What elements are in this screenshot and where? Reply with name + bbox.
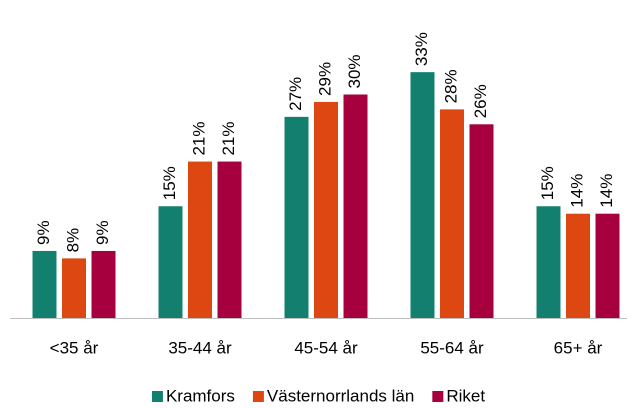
bar [217,161,242,318]
data-label: 15% [538,166,557,200]
x-tick-label: 55-64 år [420,338,484,357]
data-label: 29% [315,62,334,96]
data-label: 8% [63,228,82,253]
bar [62,258,86,318]
legend-swatch [432,391,444,402]
x-tick-label: 35-44 år [168,338,232,357]
data-label: 21% [219,122,238,156]
bar [536,206,561,318]
data-label: 14% [597,174,616,208]
data-label: 27% [286,77,305,111]
bar [566,213,590,318]
bar [188,161,212,318]
data-label: 9% [93,220,112,245]
x-tick-label: <35 år [50,338,99,357]
data-label: 9% [34,220,53,245]
data-label: 30% [345,54,364,88]
data-label: 33% [412,32,431,66]
bar [158,206,183,318]
bar [32,250,57,318]
bar [595,213,620,318]
data-label: 26% [471,84,490,118]
x-tick-label: 65+ år [554,338,603,357]
data-label: 21% [189,122,208,156]
bar [469,124,494,318]
bar [314,101,338,318]
legend-label: Kramfors [166,386,235,405]
bar [410,72,435,319]
bar [343,94,368,318]
legend-label: Riket [446,386,485,405]
data-label: 28% [441,69,460,103]
legend: Kramfors Västernorrlands län Riket [151,386,485,405]
bar [440,109,464,319]
legend-swatch [252,391,264,402]
legend-swatch [151,391,163,402]
x-tick-label: 45-54 år [294,338,358,357]
data-label: 14% [567,174,586,208]
legend-label: Västernorrlands län [267,386,414,405]
bar [91,250,116,318]
data-label: 15% [160,166,179,200]
bar [284,116,309,318]
